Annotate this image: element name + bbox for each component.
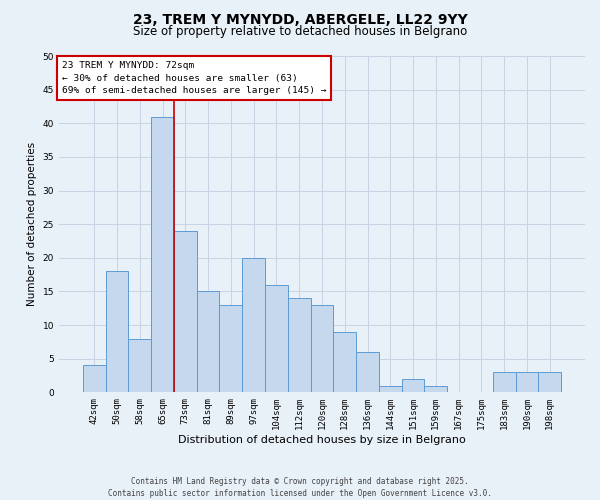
Bar <box>401 379 424 392</box>
Bar <box>515 372 538 392</box>
Bar <box>356 352 379 393</box>
Text: 23 TREM Y MYNYDD: 72sqm
← 30% of detached houses are smaller (63)
69% of semi-de: 23 TREM Y MYNYDD: 72sqm ← 30% of detache… <box>62 61 326 95</box>
X-axis label: Distribution of detached houses by size in Belgrano: Distribution of detached houses by size … <box>178 435 466 445</box>
Bar <box>493 372 515 392</box>
Bar <box>197 292 220 392</box>
Bar <box>265 284 288 393</box>
Bar <box>311 305 334 392</box>
Text: 23, TREM Y MYNYDD, ABERGELE, LL22 9YY: 23, TREM Y MYNYDD, ABERGELE, LL22 9YY <box>133 12 467 26</box>
Bar <box>174 231 197 392</box>
Text: Size of property relative to detached houses in Belgrano: Size of property relative to detached ho… <box>133 25 467 38</box>
Bar <box>379 386 401 392</box>
Bar <box>424 386 447 392</box>
Bar <box>151 116 174 392</box>
Bar <box>83 366 106 392</box>
Bar <box>128 338 151 392</box>
Bar <box>538 372 561 392</box>
Bar <box>220 305 242 392</box>
Bar <box>334 332 356 392</box>
Bar <box>106 272 128 392</box>
Text: Contains HM Land Registry data © Crown copyright and database right 2025.
Contai: Contains HM Land Registry data © Crown c… <box>108 476 492 498</box>
Bar <box>242 258 265 392</box>
Bar <box>288 298 311 392</box>
Y-axis label: Number of detached properties: Number of detached properties <box>27 142 37 306</box>
